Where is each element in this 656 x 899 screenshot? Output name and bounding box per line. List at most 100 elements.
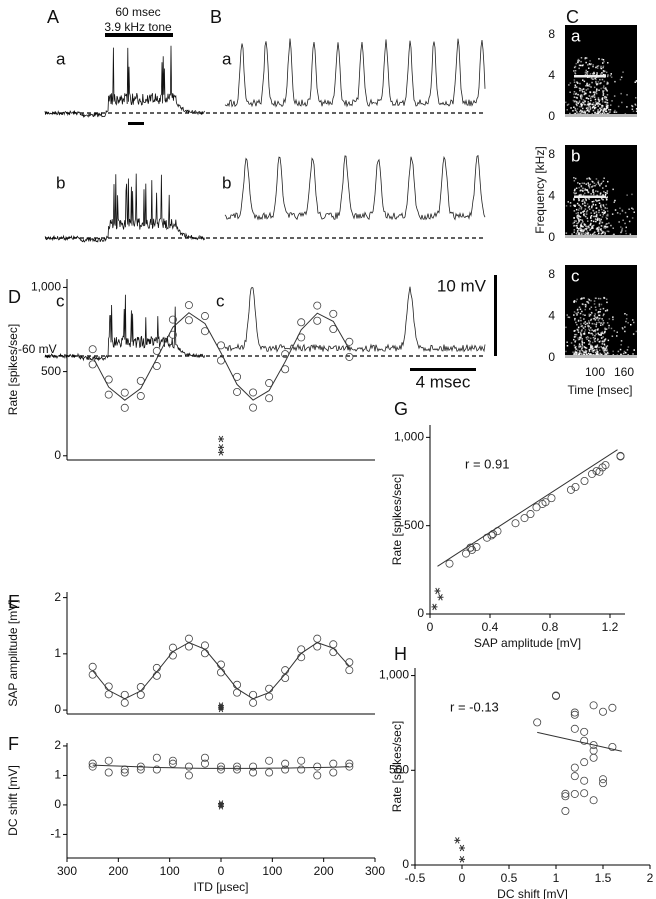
spectro-dot <box>582 232 585 235</box>
spectro-dot <box>581 189 583 192</box>
trace-label: a <box>56 49 66 68</box>
spectro-dot <box>592 349 595 352</box>
spectro-dot <box>576 81 578 83</box>
spectro-dot <box>602 322 604 324</box>
spectro-dot <box>579 95 582 97</box>
spectro-dot <box>603 322 605 324</box>
data-point <box>88 345 97 354</box>
spectro-dot <box>580 208 583 210</box>
spectro-dot <box>593 232 595 234</box>
data-point <box>580 789 589 798</box>
spectro-dot <box>579 312 582 315</box>
spectro-dot <box>598 321 600 324</box>
spectro-dot <box>616 335 618 337</box>
spectro-dot <box>581 225 584 228</box>
spectro-dot <box>602 348 604 350</box>
data-point <box>297 765 306 774</box>
data-point <box>552 692 561 701</box>
spectro-dot <box>594 330 597 333</box>
spectro-dot <box>627 346 630 348</box>
spectro-dot <box>624 113 627 115</box>
spectro-dot <box>587 337 590 339</box>
data-point <box>216 762 225 771</box>
spectro-dot <box>595 316 598 319</box>
spectro-dot <box>590 212 592 214</box>
spectro-dot <box>593 224 595 227</box>
x-tick-label: 0.5 <box>501 871 518 885</box>
spectro-dot <box>606 83 608 85</box>
spectro-dot <box>600 332 602 335</box>
spectro-dot <box>578 218 580 220</box>
spectro-dot <box>588 315 591 317</box>
spectro-dot <box>588 322 591 324</box>
spectro-dot <box>589 228 592 231</box>
data-point <box>345 759 354 768</box>
spectro-dot <box>573 100 576 102</box>
data-point <box>329 309 338 318</box>
spectro-dot <box>574 107 576 110</box>
spectro-dot <box>596 89 598 91</box>
spectro-dot <box>612 227 614 229</box>
data-point <box>532 503 541 512</box>
spectro-dot <box>581 342 584 344</box>
spectro-dot <box>590 95 593 98</box>
spectro-dot <box>580 185 583 188</box>
data-point <box>216 660 225 669</box>
spectro-dot <box>578 233 580 235</box>
spectro-dot <box>607 215 609 217</box>
spectro-dot <box>598 209 600 212</box>
spectro-dot <box>593 323 595 325</box>
spectro-dot <box>626 349 629 351</box>
spectro-dot <box>594 215 596 218</box>
spectro-dot <box>580 102 582 105</box>
spectro-dot <box>604 74 606 76</box>
spectro-dot <box>577 222 579 224</box>
spectro-dot <box>605 216 607 219</box>
spectro-dot <box>590 193 592 195</box>
spectro-dot <box>577 353 580 356</box>
spectro-dot <box>591 225 593 228</box>
spectro-dot <box>587 109 589 112</box>
spectro-dot <box>581 350 584 352</box>
spectro-dot <box>576 111 578 113</box>
spectro-dot <box>574 188 576 190</box>
y-tick-label: 500 <box>389 762 409 776</box>
spectro-dot <box>577 209 580 211</box>
panel-letter: A <box>47 7 59 27</box>
spectro-dot <box>586 73 589 75</box>
y-axis-label: SAP amplitude [mV] <box>6 599 20 706</box>
spectro-dot <box>588 185 590 187</box>
spectro-dot <box>592 95 594 97</box>
spectro-dot <box>596 219 599 221</box>
spectro-dot <box>565 101 567 104</box>
spectro-dot <box>587 220 589 222</box>
spectro-dot <box>601 221 604 224</box>
spectro-dot <box>585 57 588 59</box>
spectro-dot <box>597 311 599 314</box>
data-point <box>120 403 129 412</box>
y-tick-label: 500 <box>404 518 424 532</box>
spectro-dot <box>603 108 606 110</box>
spectro-dot <box>599 220 602 222</box>
spectro-dot <box>586 178 588 180</box>
spectro-dot <box>573 229 576 231</box>
spectro-dot <box>575 86 577 88</box>
spectro-dot <box>599 99 601 101</box>
spectro-dot <box>580 98 583 100</box>
spectro-dot <box>574 65 577 68</box>
spectro-dot <box>591 201 594 203</box>
spectro-dot <box>600 113 602 115</box>
x-axis-label: ITD [µsec] <box>194 880 249 894</box>
spectro-dot <box>575 348 578 350</box>
spectro-dot <box>588 353 591 355</box>
spectro-dot <box>567 316 569 318</box>
spectro-dot <box>602 93 605 95</box>
spectro-dot <box>595 100 597 103</box>
spectro-dot <box>605 110 608 113</box>
spectro-dot <box>606 94 609 96</box>
spectro-dot <box>597 103 599 105</box>
spectro-dot <box>605 346 608 348</box>
monaural-point <box>218 435 224 443</box>
spectro-dot <box>588 105 590 107</box>
spectro-dot <box>582 111 585 114</box>
